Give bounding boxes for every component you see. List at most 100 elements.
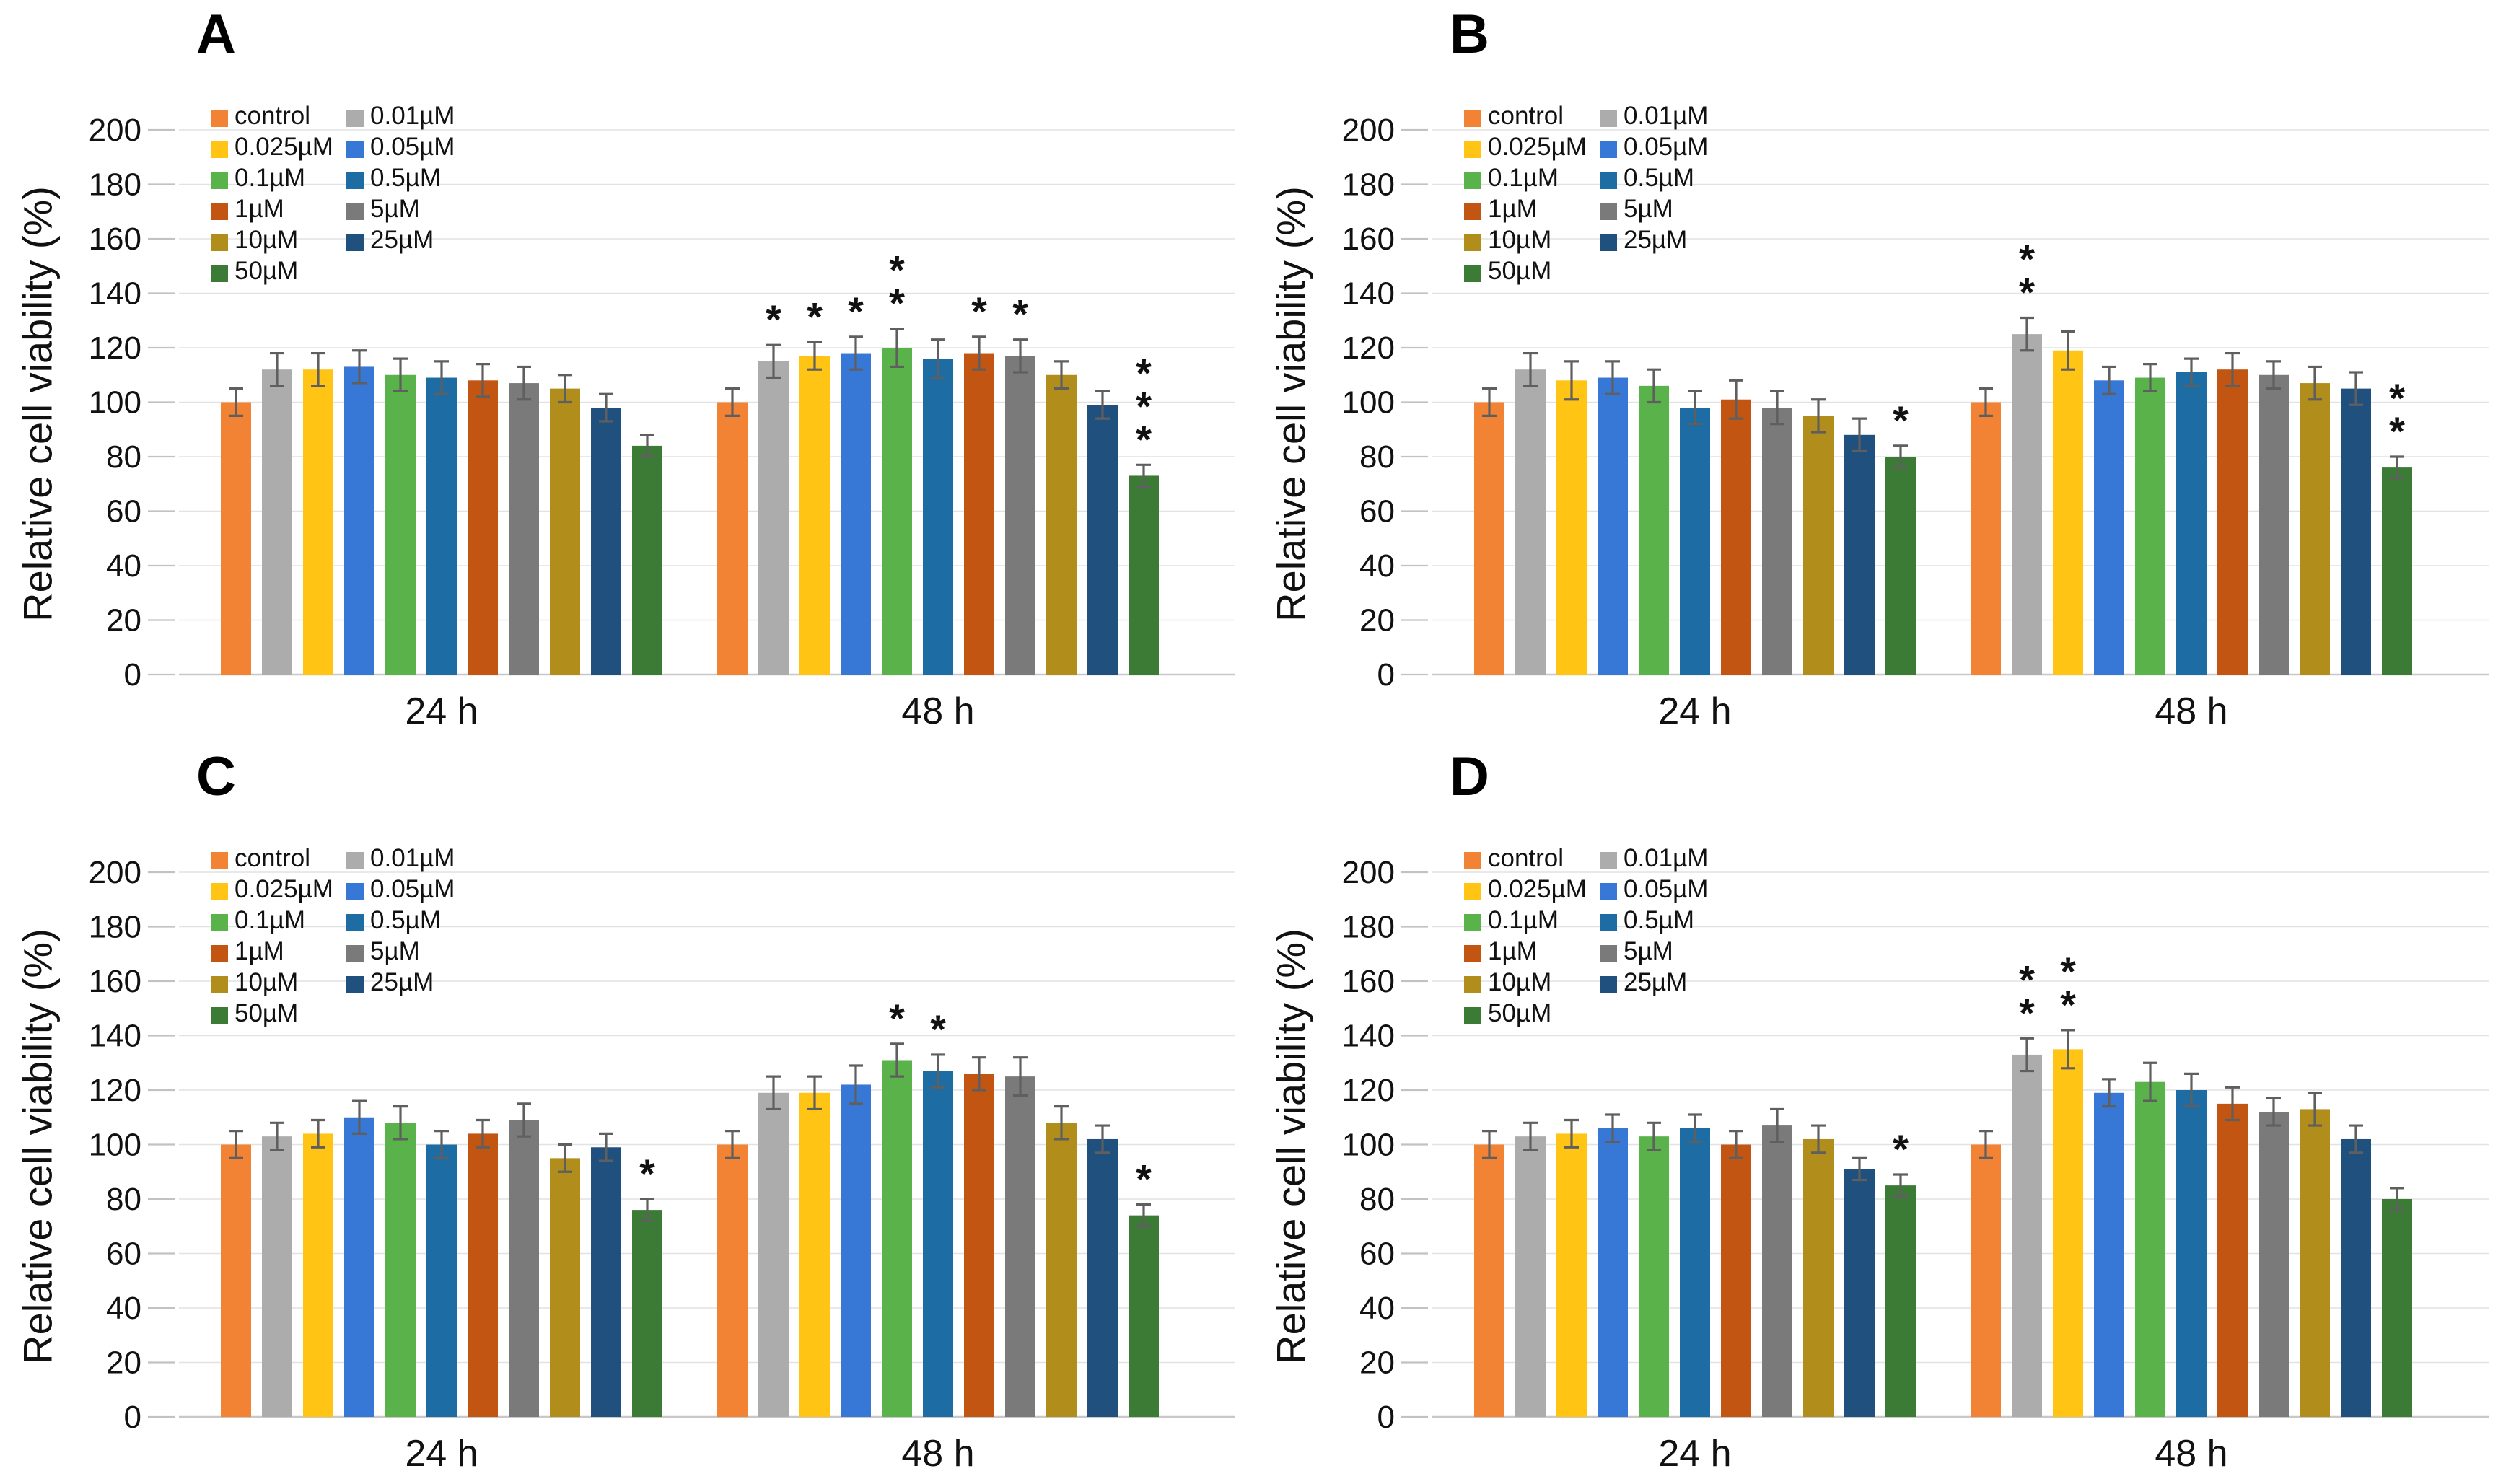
panel-d-y-axis-title: Relative cell viability (%) [1268,928,1314,1364]
significance-marker: * [2060,982,2076,1027]
legend-swatch-1µM [1464,203,1481,220]
bar-0.025µM-24h [303,1133,333,1417]
bar-0.1µM-48h [2135,377,2165,675]
bar-0.1µM-48h [2135,1081,2165,1417]
bar-0.05µM-48h [2094,1092,2124,1417]
legend-label: 0.1µM [235,164,305,192]
legend-label: 0.05µM [1624,875,1708,903]
bar-1µM-24h [1721,399,1751,675]
bar-25µM-48h [1087,405,1118,675]
bar-0.025µM-24h [303,369,333,675]
significance-marker: * [1893,398,1909,443]
bar-0.025µM-48h [2053,1049,2083,1417]
legend-label: 1µM [1488,937,1538,965]
panel-c-chart: 0 20 40 60 80 100 120 140 160 180 200 control 0.025µ… [89,844,1235,1475]
significance-marker: * [1136,383,1152,429]
significance-marker: * [889,281,905,326]
panel-b-label: B [1450,4,1490,65]
y-tick-label: 40 [1359,548,1395,584]
y-tick-label: 40 [106,1291,141,1326]
panel-c-label: C [196,746,237,807]
legend-swatch-0.5µM [346,172,364,189]
bar-0.025µM-24h [1556,380,1587,675]
significance-marker: * [1012,291,1028,337]
legend-label: 0.025µM [1488,875,1587,903]
legend-swatch-0.01µM [346,110,364,127]
bar-50µM-48h [2382,467,2412,675]
legend-label: 25µM [370,226,434,254]
bar-50µM-48h [1129,1215,1159,1417]
y-tick-label: 80 [1359,439,1395,475]
legend-label: 0.025µM [1488,133,1587,161]
panel-a-y-axis-title: Relative cell viability (%) [14,186,61,622]
y-tick-label: 40 [106,548,141,584]
significance-marker: * [889,247,905,293]
bar-0.1µM-48h [882,1060,912,1417]
legend-swatch-10µM [1464,234,1481,251]
y-tick-label: 0 [124,1400,141,1435]
y-tick-label: 0 [124,657,141,693]
significance-marker: * [2019,269,2035,315]
y-tick-label: 140 [1342,276,1395,312]
legend-label: 0.1µM [235,906,305,934]
y-tick-label: 120 [89,330,141,366]
significance-marker: * [2060,949,2076,994]
legend-swatch-0.05µM [1600,141,1617,158]
bar-0.5µM-24h [1680,408,1710,675]
bar-control-24h [1474,1144,1504,1417]
legend-label: 0.025µM [235,133,333,161]
bar-10µM-48h [2300,1109,2330,1417]
panel-a-label: A [196,4,237,65]
legend-swatch-0.5µM [1600,172,1617,189]
legend-label: 1µM [1488,195,1538,223]
bar-50µM-24h [1885,457,1916,675]
x-group-label: 24 h [405,1433,478,1475]
y-tick-label: 120 [1342,1073,1395,1108]
legend-label: 0.01µM [1624,102,1708,130]
bar-1µM-48h [964,1074,994,1417]
bar-0.05µM-24h [344,366,374,675]
bar-25µM-24h [591,408,621,675]
legend-swatch-10µM [1464,976,1481,993]
legend-label: 0.05µM [1624,133,1708,161]
y-tick-label: 120 [89,1073,141,1108]
legend-swatch-0.05µM [346,883,364,900]
y-tick-label: 60 [1359,494,1395,530]
y-tick-label: 180 [1342,167,1395,203]
bar-0.5µM-48h [923,359,953,675]
bar-0.05µM-48h [841,353,871,675]
legend-swatch-1µM [211,945,228,962]
y-tick-label: 0 [1377,657,1395,693]
bar-control-48h [717,1144,748,1417]
bar-1µM-24h [468,380,498,675]
y-tick-label: 200 [89,113,141,148]
bar-10µM-24h [1803,1138,1834,1417]
bar-0.1µM-24h [385,1123,416,1417]
bar-10µM-24h [1803,416,1834,675]
legend-swatch-0.05µM [346,141,364,158]
significance-marker: * [639,1151,655,1196]
legend-label: control [1488,844,1564,872]
significance-marker: * [1136,416,1152,462]
legend-label: 25µM [1624,226,1687,254]
bar-10µM-24h [550,388,580,675]
legend-label: 5µM [1624,937,1673,965]
legend-label: 50µM [1488,999,1551,1027]
legend-label: 50µM [235,999,298,1027]
bar-control-24h [221,1144,251,1417]
bar-0.025µM-48h [799,356,830,675]
bar-10µM-48h [1046,1123,1077,1417]
y-tick-label: 160 [1342,964,1395,999]
legend-swatch-0.025µM [1464,883,1481,900]
legend-label: control [1488,102,1564,130]
bar-1µM-48h [2217,369,2248,675]
bar-0.025µM-48h [799,1092,830,1417]
bar-0.01µM-48h [758,1092,789,1417]
legend-swatch-0.1µM [211,172,228,189]
y-tick-label: 120 [1342,330,1395,366]
bar-control-48h [1971,1144,2001,1417]
panel-c: 0 20 40 60 80 100 120 140 160 180 200 control 0.025µ… [0,742,1253,1484]
legend-label: 0.025µM [235,875,333,903]
bar-0.01µM-24h [1515,369,1546,675]
bar-25µM-24h [591,1147,621,1417]
